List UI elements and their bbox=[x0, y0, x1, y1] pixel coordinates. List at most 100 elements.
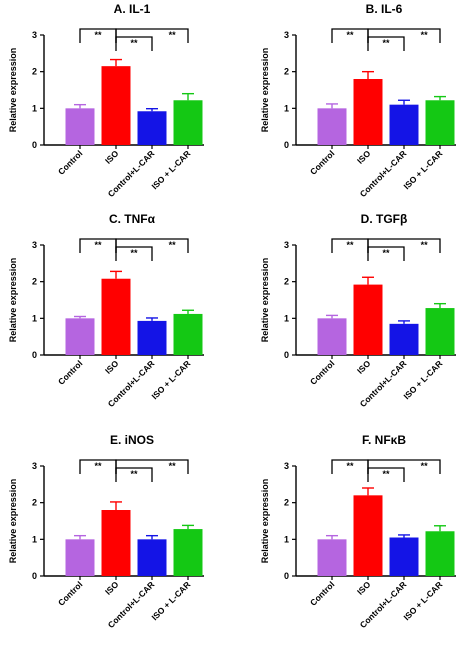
category-label: ISO + L-CAR bbox=[149, 148, 192, 191]
panel-title: A. IL-1 bbox=[114, 2, 151, 16]
y-tick-label: 2 bbox=[284, 498, 289, 508]
bar-2 bbox=[137, 111, 167, 145]
category-label: ISO + L-CAR bbox=[149, 579, 192, 622]
panel-title: B. IL-6 bbox=[366, 2, 403, 16]
y-tick-label: 1 bbox=[32, 313, 37, 323]
significance-label: ** bbox=[421, 240, 429, 250]
significance-bracket bbox=[367, 467, 405, 482]
significance-bracket bbox=[367, 28, 441, 43]
significance-label: ** bbox=[94, 461, 102, 471]
chart-panel-4: E. iNOS Relative expression 0 1 2 3 Control ISO… bbox=[8, 433, 204, 630]
bar-3 bbox=[173, 529, 203, 576]
bar-2 bbox=[389, 104, 419, 145]
y-axis-label: Relative expression bbox=[260, 479, 270, 564]
y-tick-label: 2 bbox=[32, 67, 37, 77]
category-label: Control bbox=[56, 579, 84, 607]
y-tick-label: 2 bbox=[32, 498, 37, 508]
y-tick-label: 1 bbox=[284, 313, 289, 323]
bar-2 bbox=[389, 537, 419, 576]
panel-title: F. NFκB bbox=[362, 433, 406, 447]
y-tick-label: 3 bbox=[32, 30, 37, 40]
significance-label: ** bbox=[346, 240, 354, 250]
significance-label: ** bbox=[421, 461, 429, 471]
y-tick-label: 0 bbox=[284, 140, 289, 150]
y-tick-label: 2 bbox=[32, 277, 37, 287]
panel-title: D. TGFβ bbox=[361, 212, 408, 226]
bar-2 bbox=[137, 539, 167, 576]
y-tick-label: 0 bbox=[32, 350, 37, 360]
bar-1 bbox=[353, 284, 383, 355]
chart-panel-3: D. TGFβ Relative expression 0 1 2 3 Control ISO… bbox=[260, 212, 456, 409]
significance-label: ** bbox=[130, 248, 138, 258]
category-label: ISO bbox=[103, 579, 121, 597]
significance-label: ** bbox=[94, 240, 102, 250]
bar-3 bbox=[425, 531, 455, 576]
y-tick-label: 3 bbox=[284, 240, 289, 250]
significance-label: ** bbox=[382, 469, 390, 479]
category-label: ISO bbox=[355, 148, 373, 166]
significance-label: ** bbox=[421, 30, 429, 40]
y-axis-label: Relative expression bbox=[8, 258, 18, 343]
bar-3 bbox=[425, 308, 455, 355]
chart-panel-1: B. IL-6 Relative expression 0 1 2 3 Control ISO… bbox=[260, 2, 456, 199]
significance-label: ** bbox=[346, 461, 354, 471]
significance-label: ** bbox=[130, 38, 138, 48]
category-label: ISO bbox=[103, 358, 121, 376]
y-tick-label: 2 bbox=[284, 277, 289, 287]
y-tick-label: 0 bbox=[32, 571, 37, 581]
y-tick-label: 1 bbox=[32, 534, 37, 544]
chart-panel-2: C. TNFα Relative expression 0 1 2 3 Control ISO… bbox=[8, 212, 204, 409]
chart-panel-0: A. IL-1 Relative expression 0 1 2 3 Control ISO… bbox=[8, 2, 204, 199]
y-tick-label: 3 bbox=[32, 240, 37, 250]
y-tick-label: 3 bbox=[284, 461, 289, 471]
significance-label: ** bbox=[382, 248, 390, 258]
bar-1 bbox=[101, 510, 131, 576]
significance-bracket bbox=[367, 246, 405, 261]
y-tick-label: 1 bbox=[284, 103, 289, 113]
bar-3 bbox=[173, 313, 203, 355]
bar-1 bbox=[101, 278, 131, 355]
category-label: ISO + L-CAR bbox=[401, 358, 444, 401]
category-label: Control bbox=[56, 358, 84, 386]
panel-title: C. TNFα bbox=[109, 212, 156, 226]
y-tick-label: 3 bbox=[32, 461, 37, 471]
bar-0 bbox=[65, 318, 95, 355]
category-label: ISO bbox=[355, 358, 373, 376]
significance-bracket bbox=[115, 36, 153, 51]
significance-label: ** bbox=[94, 30, 102, 40]
bar-1 bbox=[101, 66, 131, 145]
bar-0 bbox=[65, 108, 95, 145]
y-axis-label: Relative expression bbox=[8, 48, 18, 133]
significance-bracket bbox=[115, 238, 189, 253]
significance-bracket bbox=[367, 36, 405, 51]
bar-3 bbox=[425, 100, 455, 145]
significance-bracket bbox=[115, 246, 153, 261]
bar-0 bbox=[317, 108, 347, 145]
category-label: ISO + L-CAR bbox=[401, 579, 444, 622]
category-label: Control bbox=[308, 358, 336, 386]
significance-label: ** bbox=[346, 30, 354, 40]
significance-bracket bbox=[115, 28, 189, 43]
category-label: ISO bbox=[355, 579, 373, 597]
category-label: ISO + L-CAR bbox=[401, 148, 444, 191]
category-label: ISO + L-CAR bbox=[149, 358, 192, 401]
bar-2 bbox=[389, 323, 419, 355]
bar-0 bbox=[65, 539, 95, 576]
y-tick-label: 2 bbox=[284, 67, 289, 77]
chart-panel-5: F. NFκB Relative expression 0 1 2 3 Control ISO… bbox=[260, 433, 456, 630]
significance-label: ** bbox=[169, 30, 177, 40]
bar-1 bbox=[353, 79, 383, 145]
y-tick-label: 0 bbox=[284, 571, 289, 581]
panel-title: E. iNOS bbox=[110, 433, 154, 447]
bar-2 bbox=[137, 320, 167, 355]
significance-label: ** bbox=[169, 240, 177, 250]
y-axis-label: Relative expression bbox=[260, 48, 270, 133]
significance-label: ** bbox=[382, 38, 390, 48]
significance-label: ** bbox=[130, 469, 138, 479]
significance-bracket bbox=[367, 238, 441, 253]
bar-3 bbox=[173, 100, 203, 145]
y-tick-label: 3 bbox=[284, 30, 289, 40]
y-tick-label: 1 bbox=[284, 534, 289, 544]
